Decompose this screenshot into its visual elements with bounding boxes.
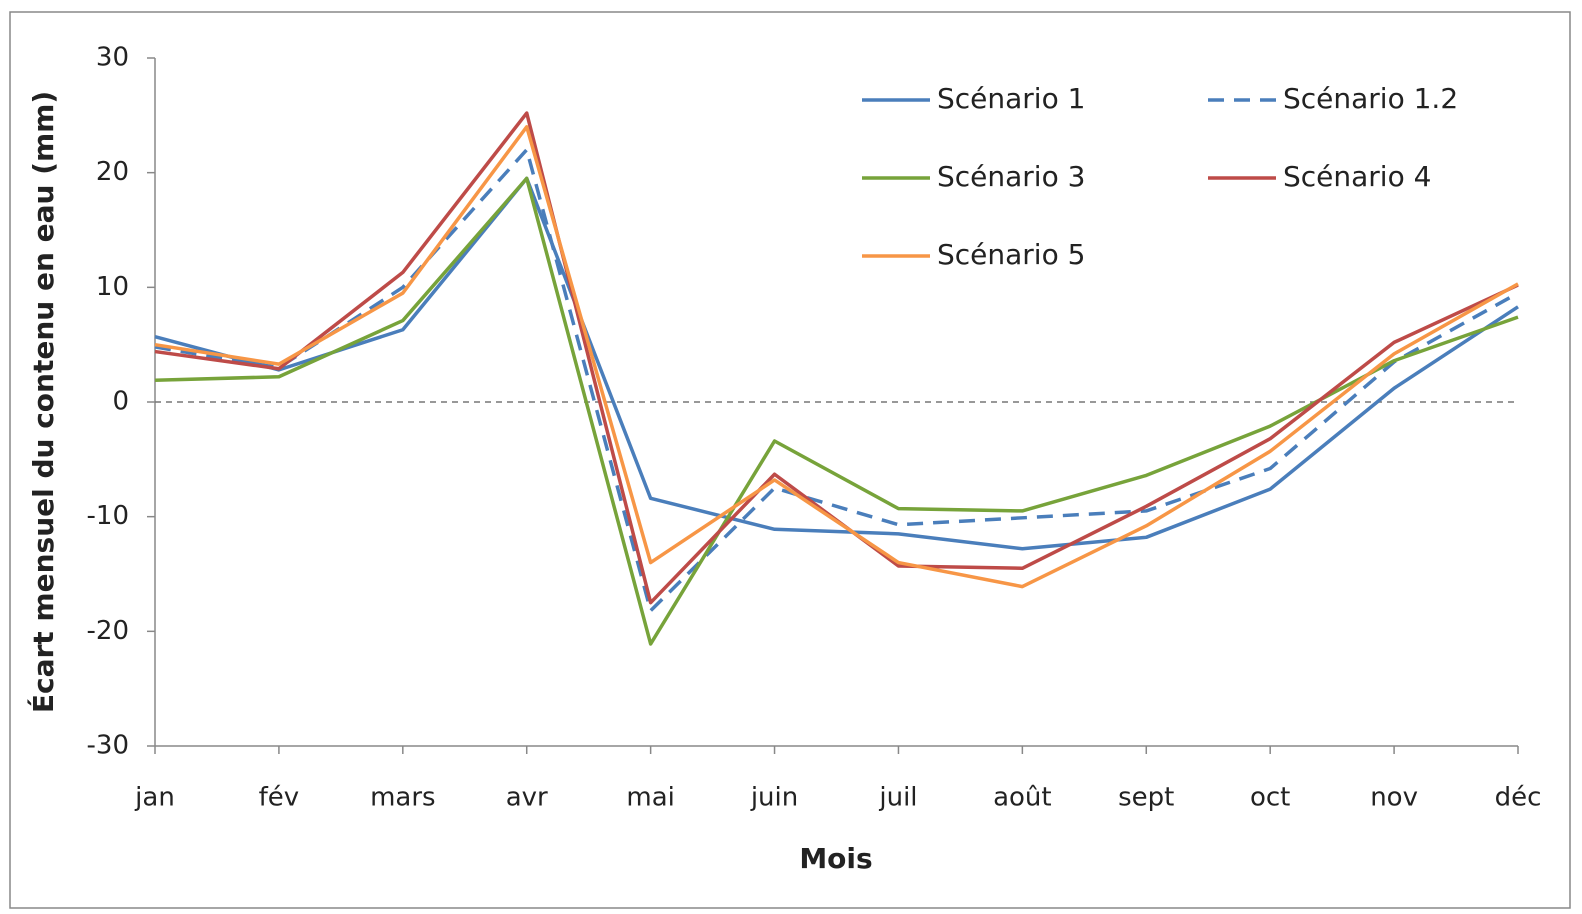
y-tick-label: 20 — [96, 157, 129, 187]
x-tick-label: mai — [626, 783, 674, 813]
series-line — [154, 147, 1519, 613]
series-line — [154, 176, 1519, 646]
x-tick-label: sept — [1118, 783, 1174, 813]
x-tick-label: juin — [750, 783, 798, 813]
x-tick-label: mars — [370, 783, 436, 813]
legend-label: Scénario 5 — [937, 238, 1085, 271]
y-tick-label: 0 — [112, 387, 129, 417]
y-tick-label: -20 — [87, 616, 129, 646]
y-tick-label: -10 — [87, 501, 129, 531]
x-axis-title: Mois — [799, 842, 872, 875]
y-tick-label: 10 — [96, 272, 129, 302]
series-line — [154, 176, 1519, 551]
legend-label: Scénario 1.2 — [1283, 82, 1458, 115]
legend-label: Scénario 3 — [937, 160, 1085, 193]
x-tick-label: août — [993, 783, 1052, 813]
y-axis-title: Écart mensuel du contenu en eau (mm) — [26, 91, 60, 713]
x-tick-label: fév — [259, 783, 300, 813]
chart-frame — [9, 11, 1571, 909]
x-tick-label: juil — [878, 783, 917, 813]
x-tick-label: oct — [1250, 783, 1290, 813]
x-tick-label: avr — [506, 783, 548, 813]
x-tick-label: nov — [1370, 783, 1418, 813]
y-tick-label: 30 — [96, 43, 129, 73]
legend-label: Scénario 4 — [1283, 160, 1431, 193]
x-tick-label: déc — [1495, 783, 1542, 813]
y-tick-label: -30 — [87, 731, 129, 761]
x-tick-label: jan — [134, 783, 175, 813]
series-line — [154, 125, 1519, 589]
legend-label: Scénario 1 — [937, 82, 1085, 115]
